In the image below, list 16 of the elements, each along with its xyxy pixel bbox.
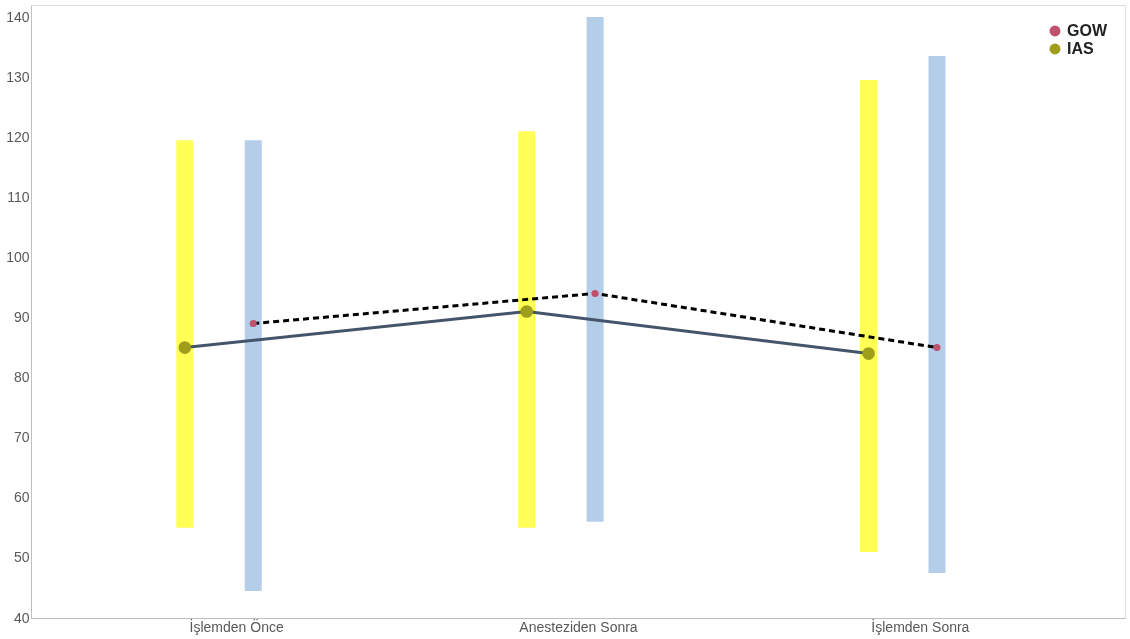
- y-tick-label: 70: [13, 429, 30, 446]
- y-tick-label: 130: [6, 68, 30, 85]
- x-tick-label: İşlemden Önce: [189, 617, 284, 635]
- y-tick-label: 90: [13, 309, 30, 326]
- legend-label: GOW: [1067, 22, 1108, 39]
- legend-label: IAS: [1067, 40, 1094, 57]
- y-tick-label: 100: [6, 248, 30, 265]
- x-tick-label: Anesteziden Sonra: [519, 618, 638, 635]
- x-tick-label: İşlemden Sonra: [871, 617, 970, 635]
- y-tick-label: 140: [6, 8, 30, 25]
- y-tick-label: 80: [13, 369, 30, 386]
- y-tick-label: 120: [6, 128, 30, 145]
- y-tick-label: 110: [7, 188, 30, 205]
- y-tick-label: 50: [13, 549, 30, 566]
- y-tick-label: 60: [13, 489, 30, 506]
- y-tick-label: 40: [13, 609, 30, 626]
